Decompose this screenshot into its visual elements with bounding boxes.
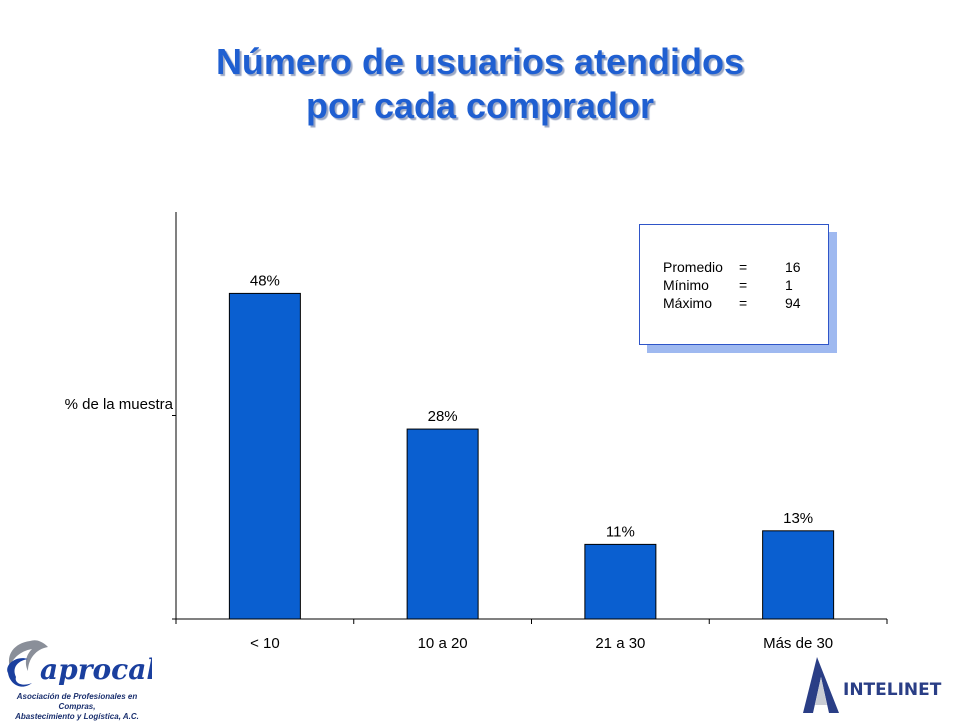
intelinet-logo: INTELINET (795, 655, 955, 717)
svg-text:aprocal: aprocal (40, 653, 152, 686)
title-line-2: por cada comprador (305, 85, 655, 126)
x-tick-label: Más de 30 (763, 635, 833, 652)
stats-label: Máximo (663, 295, 713, 311)
stats-value: 16 (785, 259, 801, 275)
aprocal-logo: aprocal Asociación de Profesionales en C… (2, 637, 157, 721)
data-label: 28% (428, 408, 458, 425)
stats-label: Promedio (663, 259, 723, 275)
stats-row: Mínimo = 1 (663, 276, 801, 294)
y-axis-label: % de la muestra (65, 396, 174, 413)
stats-equals: = (739, 295, 748, 311)
chart-labels: 48% < 10 28% 10 a 20 11% 21 a 30 13% Más de 30 (250, 272, 833, 652)
stats-label: Mínimo (663, 277, 709, 293)
title-line-1: Número de usuarios atendidos (215, 41, 745, 82)
data-label: 11% (606, 523, 635, 540)
intelinet-wordmark: INTELINET (843, 680, 942, 700)
bar (584, 543, 657, 620)
data-label: 48% (250, 272, 280, 289)
aprocal-emblem-icon: aprocal (7, 640, 157, 687)
stats-equals: = (739, 277, 748, 293)
stats-table: Promedio = 16 Mínimo = 1 Máximo = 94 (663, 258, 801, 312)
stats-equals: = (739, 259, 748, 275)
x-tick-label: 21 a 30 (595, 635, 645, 652)
data-label: 13% (783, 510, 813, 527)
stats-box: Promedio = 16 Mínimo = 1 Máximo = 94 (639, 224, 829, 345)
stats-row: Máximo = 94 (663, 294, 801, 312)
chart-bars (228, 292, 835, 620)
intelinet-emblem-icon: INTELINET (803, 657, 953, 713)
aprocal-subtitle-line-1: Asociación de Profesionales en Compras, (16, 692, 138, 711)
chart-title: Número de usuarios atendidos por cada co… (0, 40, 960, 128)
stats-row: Promedio = 16 (663, 258, 801, 276)
bar (406, 428, 479, 620)
stats-value: 1 (785, 277, 793, 293)
aprocal-subtitle: Asociación de Profesionales en Compras, … (2, 692, 152, 722)
x-tick-label: 10 a 20 (418, 635, 468, 652)
x-tick-label: < 10 (250, 635, 280, 652)
bar (228, 292, 301, 620)
stats-value: 94 (785, 295, 801, 311)
bar (762, 530, 835, 620)
aprocal-subtitle-line-2: Abastecimiento y Logística, A.C. (15, 712, 139, 721)
